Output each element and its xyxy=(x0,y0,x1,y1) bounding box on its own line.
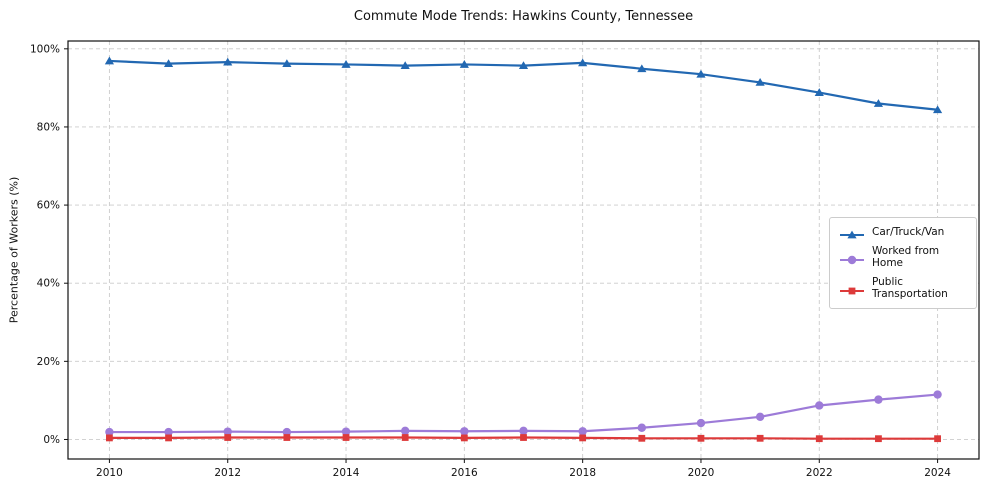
legend-label-public-transportation: Public Transportation xyxy=(872,276,948,300)
series-worked-from-home xyxy=(105,390,942,437)
legend-item-car-truck-van: Car/Truck/Van xyxy=(839,226,967,239)
svg-text:0%: 0% xyxy=(43,434,60,446)
series-public-transportation xyxy=(106,434,941,443)
square-line-marker-icon xyxy=(839,282,865,295)
svg-text:2014: 2014 xyxy=(333,467,360,479)
svg-text:2022: 2022 xyxy=(806,467,833,479)
legend-label-worked-from-home: Worked from Home xyxy=(872,245,940,269)
svg-text:20%: 20% xyxy=(37,356,60,368)
legend-item-worked-from-home: Worked from Home xyxy=(839,245,967,269)
svg-text:40%: 40% xyxy=(37,278,60,290)
legend-item-public-transportation: Public Transportation xyxy=(839,276,967,300)
chart-title: Commute Mode Trends: Hawkins County, Ten… xyxy=(353,9,694,24)
tick-labels: 0% 20% 40% 60% 80% 100% 2010 2012 2014 2016 2018 20… xyxy=(30,43,951,479)
triangle-line-marker-icon xyxy=(839,226,865,239)
svg-text:100%: 100% xyxy=(30,43,60,55)
svg-text:2012: 2012 xyxy=(214,467,241,479)
svg-text:2016: 2016 xyxy=(451,467,478,479)
svg-text:2024: 2024 xyxy=(924,467,951,479)
circle-line-marker-icon xyxy=(839,251,865,265)
svg-text:2020: 2020 xyxy=(688,467,715,479)
svg-text:60%: 60% xyxy=(37,200,60,212)
series-car-truck-van xyxy=(104,56,943,114)
svg-text:2010: 2010 xyxy=(96,467,123,479)
svg-text:80%: 80% xyxy=(37,121,60,133)
legend: Car/Truck/Van Worked from Home Public Tr… xyxy=(829,217,977,309)
legend-label-car-truck-van: Car/Truck/Van xyxy=(872,226,945,238)
svg-text:2018: 2018 xyxy=(569,467,596,479)
plot-border xyxy=(67,40,980,460)
